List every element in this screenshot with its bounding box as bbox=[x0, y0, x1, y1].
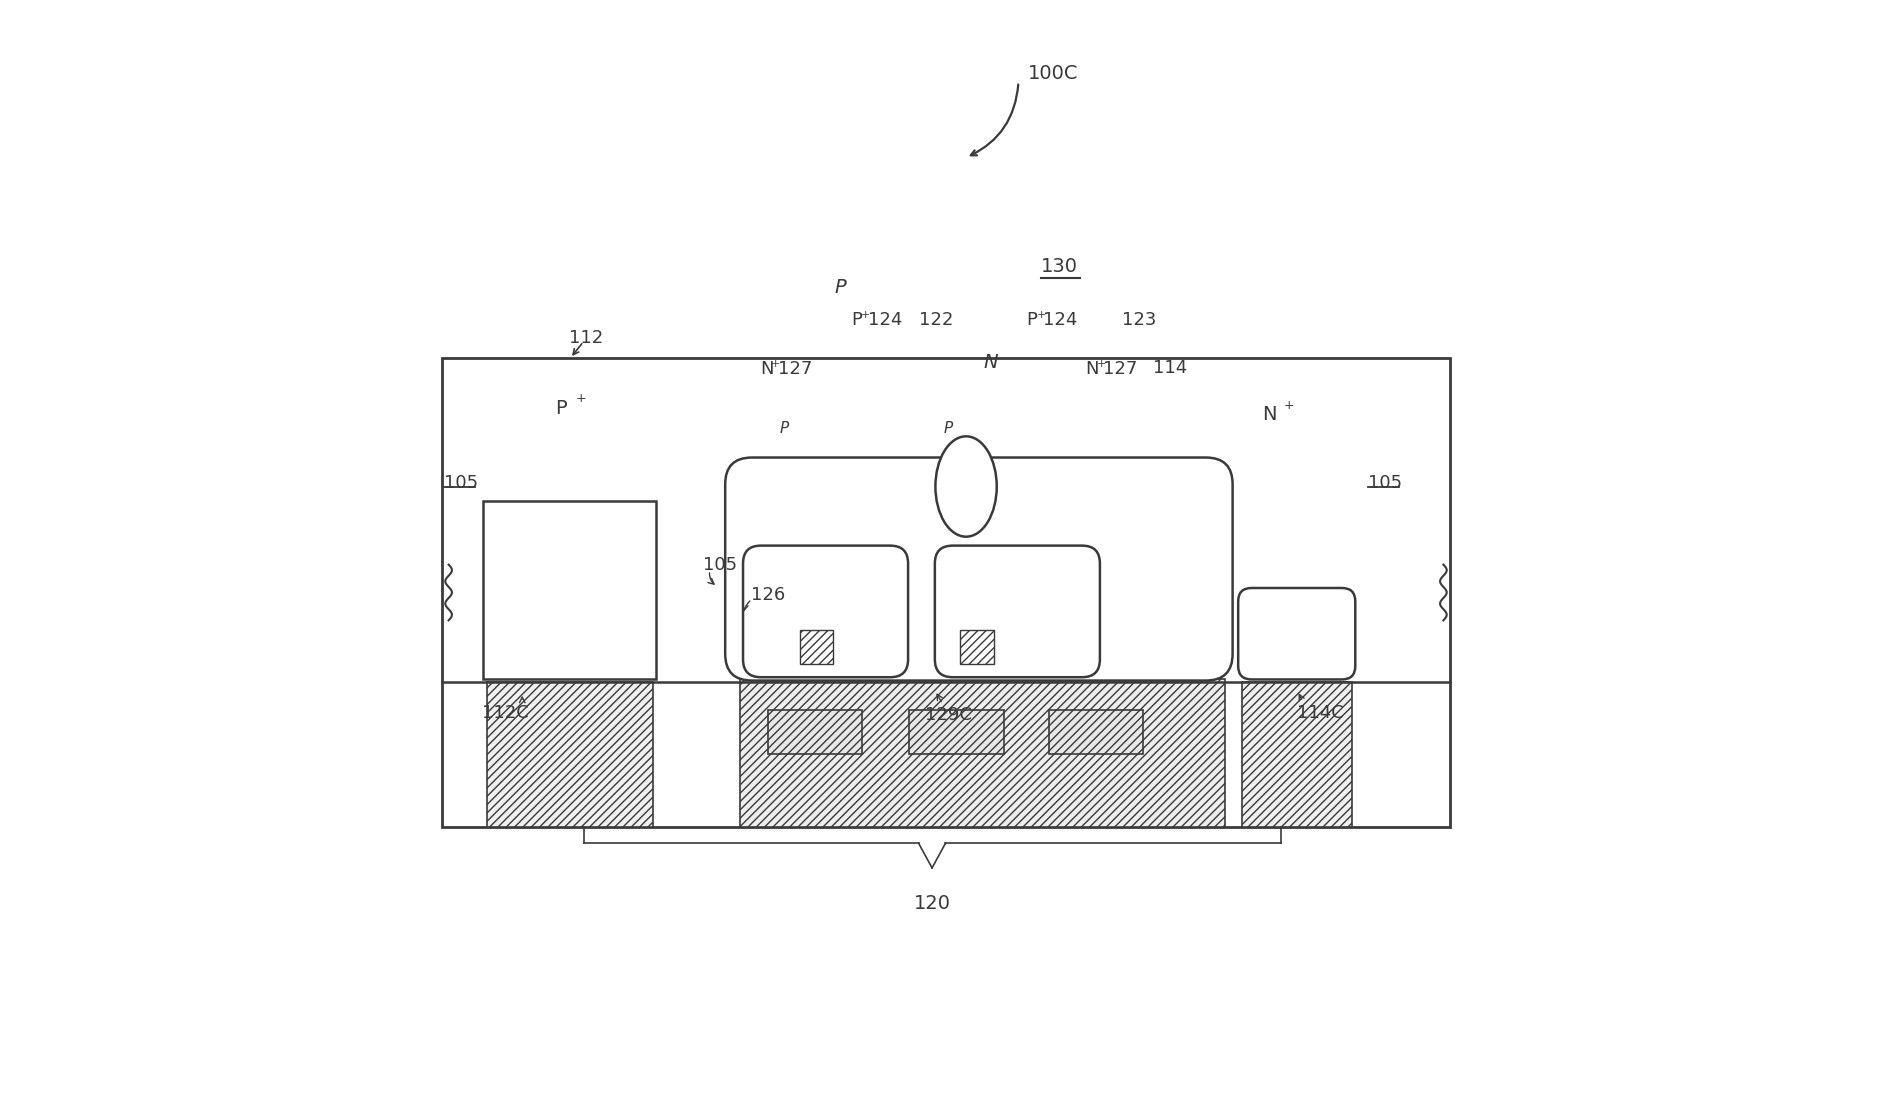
Text: 105: 105 bbox=[1368, 474, 1402, 492]
Text: P: P bbox=[834, 278, 846, 297]
Text: P: P bbox=[944, 421, 954, 436]
Text: 112: 112 bbox=[569, 329, 604, 348]
FancyBboxPatch shape bbox=[1237, 588, 1355, 680]
Text: 112C: 112C bbox=[482, 704, 530, 722]
Text: 130: 130 bbox=[1041, 257, 1078, 276]
Text: 100C: 100C bbox=[1027, 65, 1078, 84]
Text: 127: 127 bbox=[1103, 360, 1137, 378]
Text: P: P bbox=[780, 421, 789, 436]
Bar bbox=[486, 682, 653, 826]
Text: +: + bbox=[861, 311, 870, 321]
Text: N: N bbox=[984, 352, 997, 371]
Text: 122: 122 bbox=[920, 311, 954, 330]
Text: 127: 127 bbox=[778, 360, 812, 378]
Text: P: P bbox=[1025, 311, 1037, 330]
Text: P: P bbox=[851, 311, 863, 330]
Text: P: P bbox=[556, 399, 568, 418]
Text: 123: 123 bbox=[1122, 311, 1156, 330]
FancyBboxPatch shape bbox=[935, 546, 1099, 678]
Text: N: N bbox=[1086, 360, 1099, 378]
Text: 124: 124 bbox=[868, 311, 902, 330]
Bar bbox=[768, 710, 863, 755]
Bar bbox=[800, 631, 832, 664]
Text: 126: 126 bbox=[751, 586, 785, 604]
Bar bbox=[961, 631, 993, 664]
Text: 120: 120 bbox=[914, 893, 950, 912]
Text: +: + bbox=[1285, 399, 1294, 411]
Text: N: N bbox=[1262, 405, 1277, 424]
Text: 129C: 129C bbox=[925, 707, 972, 724]
Bar bbox=[1048, 710, 1143, 755]
Text: 124: 124 bbox=[1042, 311, 1077, 330]
Bar bbox=[482, 501, 657, 680]
Text: N: N bbox=[761, 360, 774, 378]
FancyBboxPatch shape bbox=[725, 457, 1232, 681]
Bar bbox=[443, 358, 1449, 826]
Ellipse shape bbox=[935, 436, 997, 537]
Bar bbox=[1241, 682, 1353, 826]
Bar bbox=[910, 710, 1005, 755]
Text: +: + bbox=[1097, 359, 1107, 369]
Text: 114C: 114C bbox=[1298, 704, 1343, 722]
Text: +: + bbox=[770, 359, 780, 369]
FancyBboxPatch shape bbox=[744, 546, 908, 678]
Text: +: + bbox=[575, 392, 587, 405]
Text: 114: 114 bbox=[1154, 359, 1188, 377]
Bar bbox=[740, 680, 1224, 826]
Text: +: + bbox=[1037, 311, 1046, 321]
Text: 105: 105 bbox=[704, 556, 738, 574]
Text: 105: 105 bbox=[445, 474, 479, 492]
